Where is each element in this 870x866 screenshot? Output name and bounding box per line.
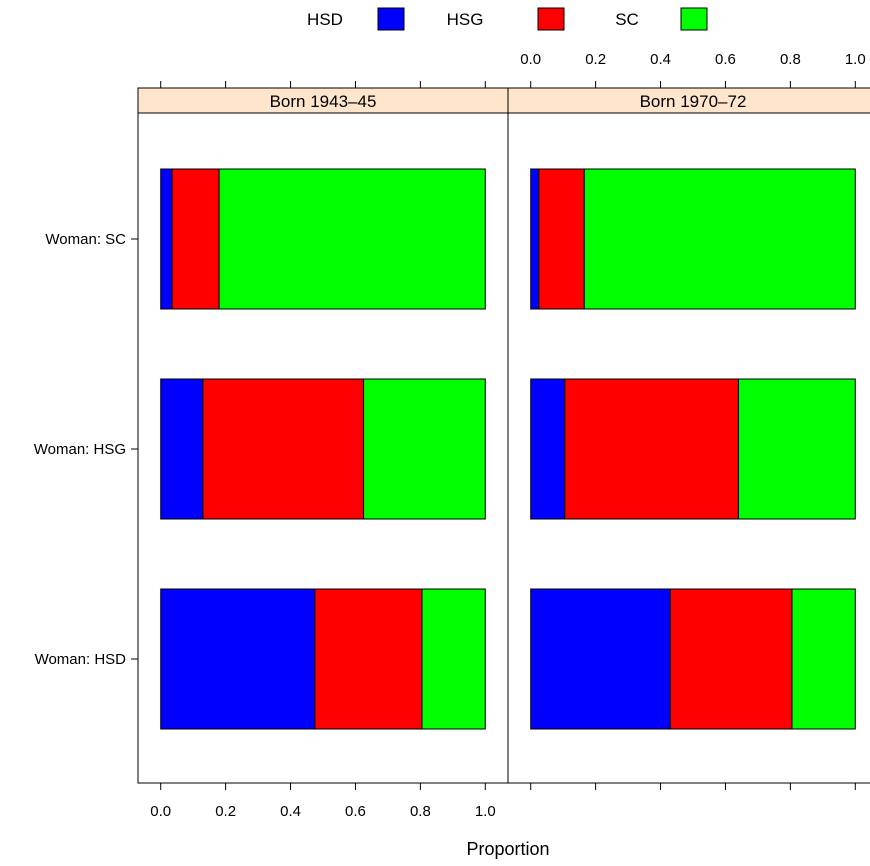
bar-2-woman-hsg-sc: [737, 378, 856, 520]
bar-1-woman-hsd-sc: [421, 588, 486, 730]
legend-swatch-sc: [680, 7, 708, 31]
bar-1-woman-hsg-hsg: [202, 378, 365, 520]
bar-1-woman-sc-sc: [218, 168, 486, 310]
x-tick-label-top: 1.0: [845, 51, 866, 68]
x-tick-label-top: 0.8: [780, 51, 801, 68]
panel-strip-1: [137, 87, 509, 114]
x-tick-label-top: 0.4: [650, 51, 671, 68]
legend-label-sc: SC: [615, 10, 639, 29]
bar-2-woman-sc-hsd: [530, 168, 540, 310]
bar-2-woman-hsd-hsg: [669, 588, 793, 730]
x-tick-label-bottom: 1.0: [475, 803, 496, 820]
bar-2-woman-sc-sc: [583, 168, 856, 310]
panel-frame-2: [507, 112, 870, 784]
panel-title-2: Born 1970–72: [640, 92, 747, 111]
bar-1-woman-sc-hsd: [160, 168, 173, 310]
category-label-3: Woman: HSD: [35, 651, 127, 668]
x-tick-label-bottom: 0.2: [215, 803, 236, 820]
panel-title-1: Born 1943–45: [270, 92, 377, 111]
bar-1-woman-hsd-hsd: [160, 588, 316, 730]
legend-swatch-hsd: [377, 7, 405, 31]
x-tick-label-bottom: 0.0: [150, 803, 171, 820]
bar-2-woman-hsd-hsd: [530, 588, 671, 730]
bar-1-woman-hsg-sc: [363, 378, 486, 520]
bar-2-woman-hsd-sc: [791, 588, 856, 730]
category-label-1: Woman: SC: [45, 231, 126, 248]
x-tick-label-bottom: 0.4: [280, 803, 301, 820]
x-tick-label-bottom: 0.8: [410, 803, 431, 820]
legend-swatch-hsg: [537, 7, 565, 31]
category-label-2: Woman: HSG: [34, 441, 126, 458]
bar-1-woman-sc-hsg: [171, 168, 220, 310]
panel-strip-2: [507, 87, 870, 114]
x-tick-label-top: 0.6: [715, 51, 736, 68]
x-tick-label-top: 0.0: [520, 51, 541, 68]
bar-2-woman-hsg-hsd: [530, 378, 566, 520]
bar-1-woman-hsd-hsg: [314, 588, 423, 730]
x-tick-label-bottom: 0.6: [345, 803, 366, 820]
bar-2-woman-sc-hsg: [538, 168, 585, 310]
bar-2-woman-hsg-hsg: [564, 378, 739, 520]
x-tick-label-top: 0.2: [585, 51, 606, 68]
x-axis-title: Proportion: [466, 839, 549, 859]
bar-1-woman-hsg-hsd: [160, 378, 204, 520]
legend-label-hsg: HSG: [447, 10, 484, 29]
legend-label-hsd: HSD: [307, 10, 343, 29]
